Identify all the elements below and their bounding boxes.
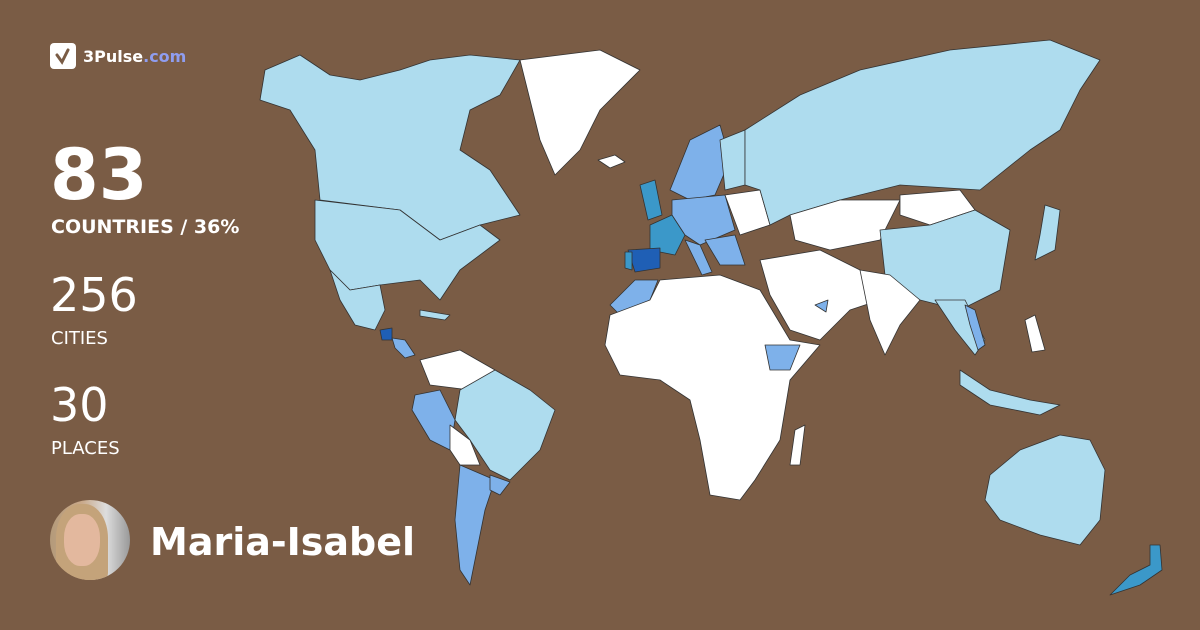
country-france[interactable] bbox=[649, 214, 686, 256]
country-guatemala[interactable] bbox=[379, 327, 393, 341]
country-kazakhstan[interactable] bbox=[789, 199, 901, 251]
country-vietnam[interactable] bbox=[964, 304, 986, 351]
brand-name-main: 3Pulse bbox=[83, 46, 144, 66]
country-japan[interactable] bbox=[1034, 204, 1061, 261]
user-name: Maria-Isabel bbox=[150, 520, 416, 564]
country-madagascar[interactable] bbox=[789, 424, 806, 466]
brand-logo[interactable]: 3Pulse.com bbox=[50, 43, 186, 69]
country-indonesia[interactable] bbox=[959, 369, 1061, 416]
places-label: PLACES bbox=[51, 438, 120, 459]
countries-label: COUNTRIES / 36% bbox=[51, 216, 240, 238]
country-russia[interactable] bbox=[744, 39, 1101, 226]
country-central-america[interactable] bbox=[391, 337, 416, 359]
check-pulse-icon bbox=[50, 43, 76, 69]
country-australia[interactable] bbox=[984, 434, 1106, 546]
country-uk[interactable] bbox=[639, 179, 663, 221]
places-count: 30 bbox=[50, 378, 109, 432]
brand-name: 3Pulse.com bbox=[83, 47, 186, 66]
country-argentina[interactable] bbox=[454, 464, 496, 586]
country-spain[interactable] bbox=[627, 247, 661, 273]
country-finland[interactable] bbox=[719, 129, 746, 191]
country-uruguay[interactable] bbox=[489, 474, 511, 496]
country-uae[interactable] bbox=[814, 299, 829, 313]
country-india[interactable] bbox=[859, 269, 921, 356]
country-canada[interactable] bbox=[259, 54, 521, 241]
country-balkans[interactable] bbox=[704, 234, 746, 266]
country-mexico[interactable] bbox=[329, 269, 386, 331]
country-greenland[interactable] bbox=[519, 49, 641, 176]
country-africa[interactable] bbox=[604, 274, 821, 501]
country-bolivia[interactable] bbox=[449, 424, 481, 466]
country-ethiopia[interactable] bbox=[764, 344, 801, 371]
country-new-zealand[interactable] bbox=[1109, 544, 1163, 596]
country-philippines[interactable] bbox=[1024, 314, 1046, 353]
country-iceland[interactable] bbox=[597, 154, 626, 169]
brand-domain: .com bbox=[143, 46, 187, 66]
country-cuba[interactable] bbox=[419, 309, 451, 321]
avatar bbox=[50, 500, 130, 580]
country-norway-sweden[interactable] bbox=[669, 124, 731, 201]
country-brazil[interactable] bbox=[454, 369, 556, 481]
cities-count: 256 bbox=[50, 268, 138, 322]
country-middle-east[interactable] bbox=[759, 249, 881, 341]
country-portugal[interactable] bbox=[624, 251, 633, 271]
cities-label: CITIES bbox=[51, 328, 108, 349]
countries-count: 83 bbox=[50, 134, 148, 216]
country-peru[interactable] bbox=[411, 389, 456, 451]
country-italy[interactable] bbox=[684, 239, 713, 276]
